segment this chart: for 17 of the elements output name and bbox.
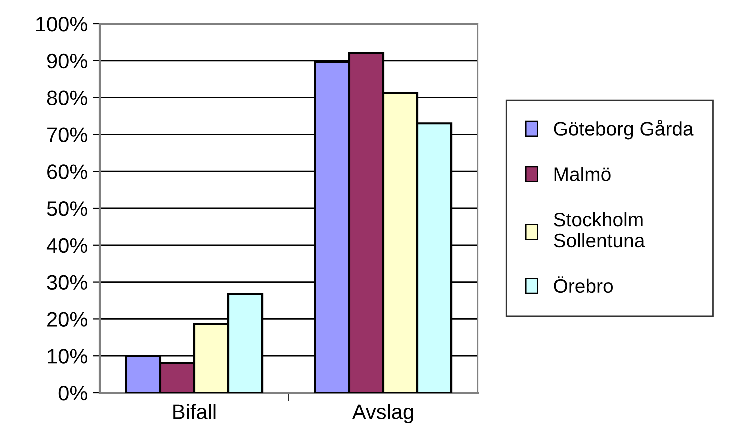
- legend-label: Göteborg Gårda: [554, 120, 694, 140]
- y-tick-label: 60%: [48, 164, 88, 180]
- y-tick-label: 0%: [58, 386, 88, 401]
- x-tick-label: Bifall: [174, 404, 216, 420]
- y-tick-label: 20%: [48, 312, 88, 327]
- y-tick-label: 80%: [47, 90, 88, 106]
- y-tick-label: 70%: [48, 128, 88, 142]
- y-tick-label: 50%: [47, 202, 88, 216]
- y-tick-label: 40%: [46, 238, 88, 254]
- y-tick-label: 90%: [47, 54, 88, 69]
- y-tick-label: 10%: [48, 349, 88, 364]
- y-tick-label: 30%: [47, 275, 88, 290]
- legend-label: Stockholm Sollentuna: [554, 212, 646, 248]
- y-tick-label: 100%: [36, 17, 88, 32]
- legend-label: Örebro: [554, 276, 613, 294]
- legend-label: Malmö: [554, 167, 611, 182]
- x-tick-label: Avslag: [352, 404, 414, 424]
